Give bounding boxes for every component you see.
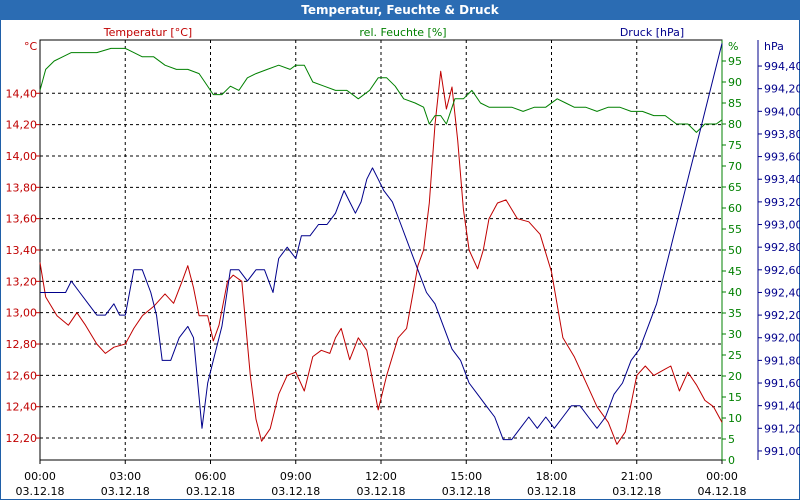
y-tick-label-humidity: 75 [728, 139, 742, 152]
y-tick-label-temperature: 13,80 [6, 181, 38, 194]
x-tick-label-date: 04.12.18 [698, 485, 747, 498]
y-tick-label-humidity: 40 [728, 286, 742, 299]
y-tick-label-pressure: 992,40 [764, 286, 800, 299]
y-tick-label-pressure: 992,20 [764, 309, 800, 322]
legend-temperature: Temperatur [°C] [103, 26, 192, 39]
x-tick-label-time: 00:00 [706, 470, 738, 483]
x-tick-label-time: 06:00 [195, 470, 227, 483]
temperature-unit: °C [24, 40, 38, 53]
y-tick-label-pressure: 991,20 [764, 422, 800, 435]
y-tick-label-temperature: 12,40 [6, 401, 38, 414]
y-tick-label-pressure: 994,40 [764, 60, 800, 73]
x-tick-label-time: 18:00 [536, 470, 568, 483]
y-tick-label-pressure: 991,00 [764, 445, 800, 458]
x-tick-label-date: 03.12.18 [357, 485, 406, 498]
y-tick-label-humidity: 50 [728, 244, 742, 257]
legend-humidity: rel. Feuchte [%] [359, 26, 446, 39]
y-tick-label-pressure: 992,60 [764, 264, 800, 277]
legend-pressure: Druck [hPa] [620, 26, 684, 39]
axes: 00:00 03.12.18 03:00 03.12.18 06:00 03.12.18 0… [6, 26, 800, 498]
y-tick-label-pressure: 991,80 [764, 354, 800, 367]
y-tick-label-temperature: 13,60 [6, 213, 38, 226]
chart-title: Temperatur, Feuchte & Druck [0, 0, 800, 20]
series [39, 43, 723, 445]
y-tick-label-humidity: 65 [728, 181, 742, 194]
y-tick-label-pressure: 993,80 [764, 128, 800, 141]
temperature-line [39, 70, 723, 445]
y-tick-label-humidity: 35 [728, 307, 742, 320]
x-tick-label-time: 09:00 [280, 470, 312, 483]
y-tick-label-humidity: 80 [728, 118, 742, 131]
x-tick-label-time: 00:00 [24, 470, 56, 483]
y-tick-label-pressure: 992,80 [764, 241, 800, 254]
pressure-unit: hPa [764, 40, 784, 53]
x-tick-label-time: 03:00 [109, 470, 141, 483]
humidity-unit: % [728, 40, 738, 53]
y-tick-label-humidity: 60 [728, 202, 742, 215]
y-tick-label-pressure: 992,00 [764, 332, 800, 345]
y-tick-label-humidity: 95 [728, 55, 742, 68]
y-tick-label-humidity: 15 [728, 391, 742, 404]
x-tick-label-date: 03.12.18 [271, 485, 320, 498]
y-tick-label-pressure: 993,00 [764, 219, 800, 232]
y-tick-label-humidity: 20 [728, 370, 742, 383]
y-tick-label-humidity: 5 [728, 433, 735, 446]
pressure-line [40, 43, 723, 441]
y-tick-label-temperature: 14,00 [6, 150, 38, 163]
y-tick-label-humidity: 30 [728, 328, 742, 341]
y-tick-label-pressure: 993,40 [764, 173, 800, 186]
y-tick-label-humidity: 45 [728, 265, 742, 278]
x-tick-label-date: 03.12.18 [527, 485, 576, 498]
y-tick-label-pressure: 993,60 [764, 151, 800, 164]
y-tick-label-humidity: 70 [728, 160, 742, 173]
y-tick-label-temperature: 13,40 [6, 244, 38, 257]
x-tick-label-time: 21:00 [621, 470, 653, 483]
y-tick-label-temperature: 12,80 [6, 338, 38, 351]
y-tick-label-pressure: 993,20 [764, 196, 800, 209]
y-tick-label-temperature: 14,40 [6, 87, 38, 100]
y-tick-label-pressure: 991,60 [764, 377, 800, 390]
humidity-line [39, 47, 723, 133]
y-tick-label-humidity: 0 [728, 454, 735, 467]
y-tick-label-humidity: 90 [728, 76, 742, 89]
y-tick-label-temperature: 12,20 [6, 432, 38, 445]
x-tick-label-time: 15:00 [450, 470, 482, 483]
x-tick-label-time: 12:00 [365, 470, 397, 483]
y-tick-label-temperature: 13,00 [6, 307, 38, 320]
y-tick-label-temperature: 12,60 [6, 369, 38, 382]
x-tick-label-date: 03.12.18 [16, 485, 65, 498]
x-tick-label-date: 03.12.18 [612, 485, 661, 498]
x-tick-label-date: 03.12.18 [442, 485, 491, 498]
y-tick-label-temperature: 13,20 [6, 275, 38, 288]
y-tick-label-humidity: 55 [728, 223, 742, 236]
y-tick-label-pressure: 994,00 [764, 105, 800, 118]
y-tick-label-humidity: 85 [728, 97, 742, 110]
x-tick-label-date: 03.12.18 [101, 485, 150, 498]
y-tick-label-pressure: 994,20 [764, 83, 800, 96]
y-tick-label-pressure: 991,40 [764, 400, 800, 413]
y-tick-label-humidity: 10 [728, 412, 742, 425]
x-tick-label-date: 03.12.18 [186, 485, 235, 498]
y-tick-label-temperature: 14,20 [6, 119, 38, 132]
y-tick-label-humidity: 25 [728, 349, 742, 362]
